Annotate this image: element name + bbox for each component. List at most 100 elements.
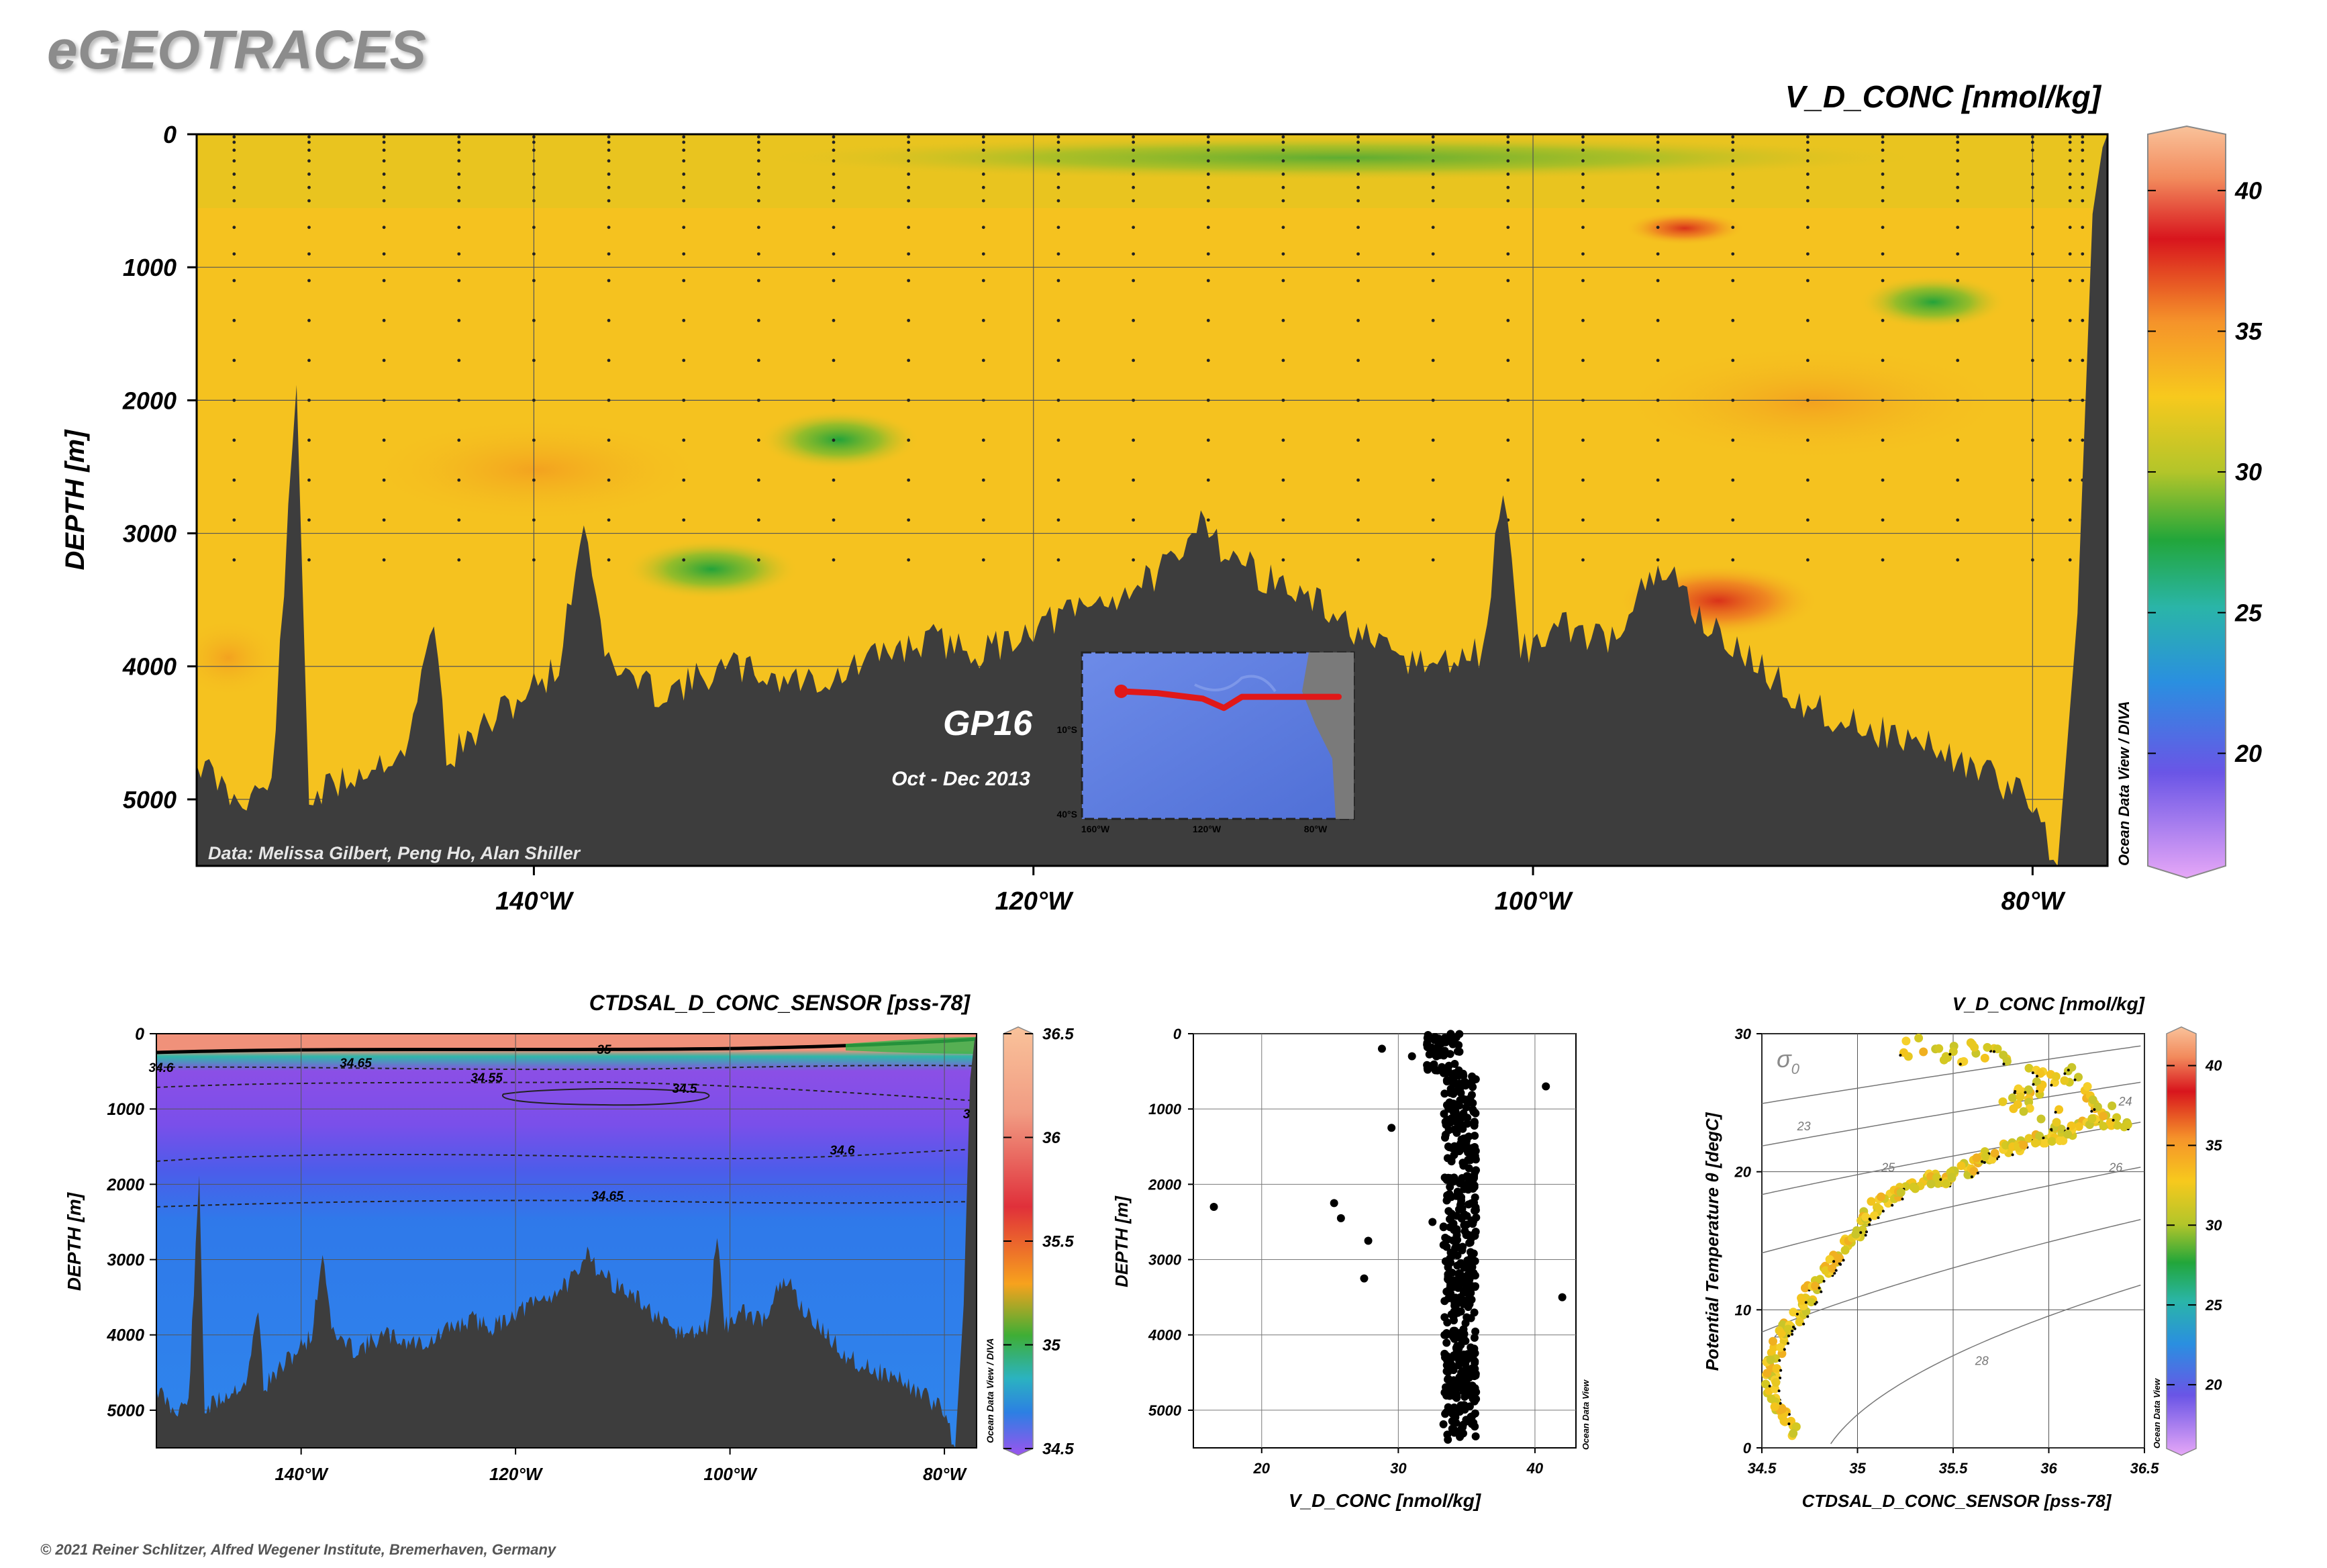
- main-sample-dot: [1881, 358, 1885, 362]
- colorbar-tick-label: 25: [2205, 1297, 2222, 1314]
- main-sample-dot: [1356, 159, 1360, 163]
- ts-y-tick-label: 30: [1735, 1026, 1752, 1042]
- main-sample-dot: [532, 173, 536, 176]
- main-anomaly-low-3: [1859, 275, 2007, 329]
- main-sample-dot: [532, 398, 536, 402]
- main-sample-dot: [457, 185, 461, 189]
- main-sample-dot: [382, 438, 386, 442]
- ts-point: [2113, 1121, 2122, 1130]
- main-sample-dot: [907, 398, 911, 402]
- main-sample-dot: [607, 148, 611, 152]
- colorbar-tick-label: 36: [1042, 1129, 1060, 1147]
- main-x-axis: 140°W 120°W 100°W 80°W: [495, 866, 2066, 916]
- main-sample-dot: [1506, 478, 1510, 482]
- main-sample-dot: [981, 518, 985, 522]
- profile-x-axis: 20 30 40: [1253, 1448, 1544, 1477]
- main-sample-dot: [2030, 319, 2034, 322]
- main-sample-dot: [1132, 558, 1135, 562]
- main-sample-dot: [1956, 518, 1960, 522]
- profile-point: [1443, 1430, 1452, 1439]
- main-sample-dot: [1806, 140, 1810, 144]
- colorbar-tick-label: 40: [2205, 1057, 2222, 1074]
- profile-point: [1470, 1118, 1479, 1127]
- main-sample-dot: [1506, 438, 1510, 442]
- main-sample-dot: [1281, 226, 1285, 230]
- main-sample-dot: [1056, 319, 1060, 322]
- ts-sample-dot: [1783, 1348, 1786, 1351]
- main-sample-dot: [1431, 159, 1435, 163]
- inset-lon-label: 160°W: [1081, 824, 1110, 834]
- salinity-x-tick-label: 120°W: [489, 1464, 544, 1484]
- ts-sample-dot: [1791, 1330, 1794, 1332]
- main-sample-dot: [1132, 398, 1135, 402]
- main-sample-dot: [1956, 135, 1960, 139]
- profile-point: [1461, 1081, 1470, 1090]
- main-sample-dot: [1056, 398, 1060, 402]
- ts-point: [1870, 1211, 1879, 1220]
- ts-sample-dot: [1779, 1369, 1783, 1372]
- main-sample-dot: [1956, 279, 1960, 283]
- main-sample-dot: [1056, 135, 1060, 139]
- ts-sample-dot: [1838, 1262, 1841, 1265]
- profile-outlier-point: [1336, 1214, 1345, 1222]
- ts-point: [2019, 1107, 2028, 1116]
- main-sample-dot: [682, 159, 686, 163]
- profile-point: [1448, 1410, 1457, 1418]
- profile-point: [1457, 1369, 1466, 1377]
- ts-sample-dot: [1778, 1359, 1781, 1362]
- main-sample-dot: [1956, 199, 1960, 203]
- ts-point: [2123, 1120, 2132, 1129]
- profile-point: [1442, 1069, 1451, 1077]
- ts-point: [1807, 1297, 1816, 1307]
- main-sample-dot: [457, 173, 461, 176]
- main-sample-dot: [832, 319, 836, 322]
- main-sample-dot: [2068, 185, 2072, 189]
- main-sample-dot: [457, 140, 461, 144]
- profile-point: [1468, 1072, 1477, 1081]
- main-sample-dot: [1206, 140, 1210, 144]
- main-sample-dot: [981, 478, 985, 482]
- main-sample-dot: [2030, 518, 2034, 522]
- salinity-contour-345: [501, 1088, 710, 1106]
- profile-plot: 20 30 40 0 1000 2000 3000 4000 5000 V_D_CONC [n…: [1111, 1026, 1591, 1511]
- main-sample-dot: [907, 199, 911, 203]
- ts-point: [1816, 1275, 1825, 1284]
- profile-point: [1471, 1357, 1479, 1366]
- main-sample-dot: [1581, 319, 1585, 322]
- ts-sample-dot: [1877, 1216, 1880, 1220]
- ts-point: [1867, 1197, 1876, 1206]
- main-sample-dot: [832, 159, 836, 163]
- ts-sample-dot: [1842, 1259, 1845, 1262]
- salinity-watermark: Ocean Data View / DIVA: [985, 1338, 995, 1443]
- main-sample-dot: [382, 199, 386, 203]
- salinity-x-axis: 140°W 120°W 100°W 80°W: [275, 1448, 967, 1484]
- main-sample-dot: [981, 319, 985, 322]
- inset-map: 10°S 40°S 160°W 120°W 80°W: [1056, 651, 1355, 834]
- main-sample-dot: [907, 319, 911, 322]
- main-sample-dot: [981, 279, 985, 283]
- ts-x-axis: 34.5 35 35.5 36 36.5: [1748, 1448, 2159, 1477]
- main-sample-dot: [382, 226, 386, 230]
- profile-point: [1459, 1429, 1467, 1438]
- main-sample-dot: [1506, 148, 1510, 152]
- profile-point: [1462, 1103, 1471, 1112]
- main-sample-dot: [832, 478, 836, 482]
- main-sample-dot: [1731, 173, 1735, 176]
- profile-y-tick-label: 3000: [1148, 1252, 1182, 1269]
- profile-point: [1450, 1302, 1459, 1310]
- main-sample-dot: [1056, 558, 1060, 562]
- main-sample-dot: [532, 159, 536, 163]
- main-sample-dot: [607, 518, 611, 522]
- main-sample-dot: [1731, 558, 1735, 562]
- main-sample-dot: [532, 252, 536, 256]
- profile-point: [1465, 1373, 1473, 1382]
- sigma0-label: σ0: [1777, 1045, 1800, 1077]
- ts-point: [1983, 1042, 1992, 1052]
- main-sample-dot: [1956, 558, 1960, 562]
- profile-point: [1450, 1351, 1458, 1360]
- profile-point: [1444, 1270, 1452, 1279]
- profile-point: [1446, 1050, 1454, 1059]
- ts-point: [1966, 1038, 1975, 1047]
- main-colorbar-gradient: [2147, 125, 2226, 879]
- ts-sample-dot: [1834, 1269, 1838, 1272]
